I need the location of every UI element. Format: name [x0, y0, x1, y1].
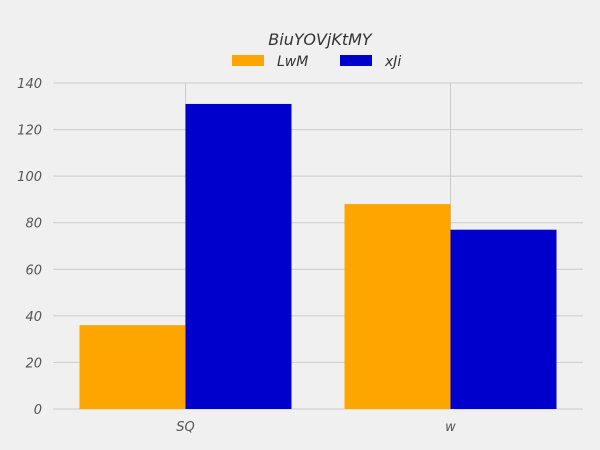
legend: LwM xJi	[232, 54, 401, 70]
x-axis-ticks: SQ w	[176, 420, 456, 435]
x-tick-label: SQ	[176, 420, 194, 435]
bars	[80, 104, 557, 409]
y-tick-label: 60	[25, 263, 42, 278]
legend-label-lwm: LwM	[277, 54, 308, 70]
x-tick-label: w	[445, 420, 456, 435]
bar-lwm-w	[345, 204, 451, 409]
y-tick-label: 0	[34, 403, 42, 418]
y-tick-label: 40	[25, 310, 42, 325]
bar-xji-w	[451, 230, 557, 409]
chart-title: BiuYOVjKtMY	[268, 30, 373, 49]
legend-label-xji: xJi	[384, 54, 401, 70]
y-tick-label: 80	[25, 217, 42, 232]
y-tick-label: 100	[17, 170, 42, 185]
legend-swatch-xji	[340, 55, 372, 66]
y-tick-label: 120	[17, 124, 42, 139]
y-axis-ticks: 0 20 40 60 80 100 120 140	[17, 77, 42, 418]
y-tick-label: 140	[17, 77, 42, 92]
legend-swatch-lwm	[232, 55, 264, 66]
bar-lwm-sq	[80, 325, 186, 409]
bar-xji-sq	[186, 104, 292, 409]
y-tick-label: 20	[25, 356, 42, 371]
